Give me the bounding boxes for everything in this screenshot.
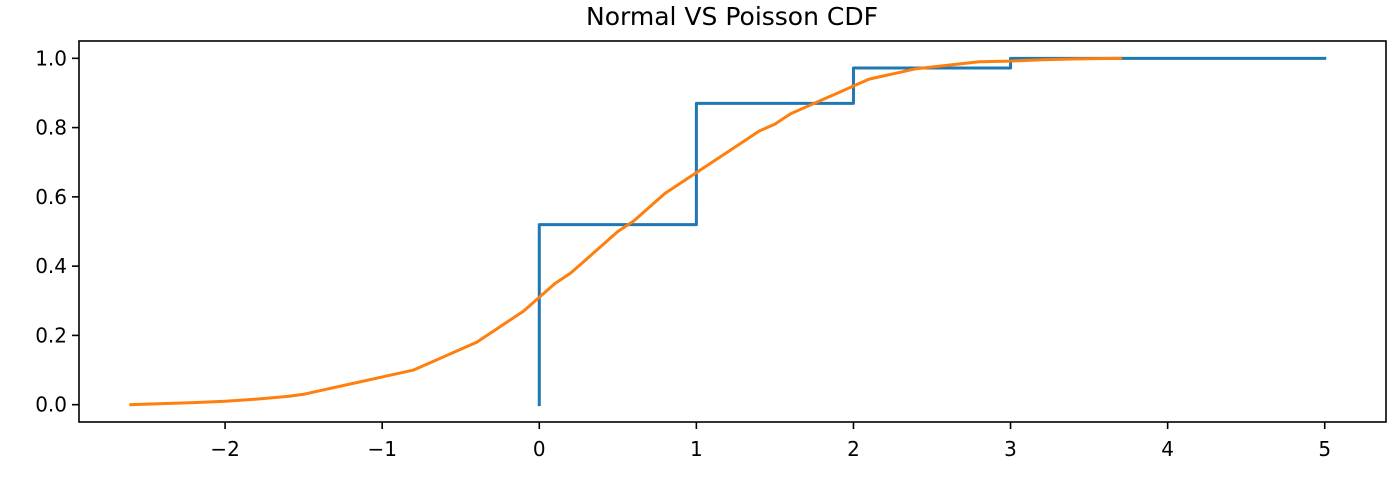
x-tick-label: 1 bbox=[690, 437, 703, 461]
x-tick-label: 5 bbox=[1318, 437, 1331, 461]
y-tick-label: 0.4 bbox=[35, 254, 67, 278]
plot-frame bbox=[78, 40, 1387, 423]
poisson-cdf-line bbox=[537, 56, 1327, 407]
x-tick-label: 3 bbox=[1004, 437, 1017, 461]
x-tick-label: 0 bbox=[533, 437, 546, 461]
x-tick-label: 2 bbox=[847, 437, 860, 461]
normal-cdf-line bbox=[129, 56, 1123, 407]
x-axis: −2 −1 0 1 2 3 4 5 bbox=[210, 422, 1331, 461]
x-tick-label: −2 bbox=[210, 437, 239, 461]
series-layer bbox=[129, 56, 1327, 407]
y-tick-label: 1.0 bbox=[35, 46, 67, 70]
y-tick-label: 0.8 bbox=[35, 116, 67, 140]
y-tick-label: 0.2 bbox=[35, 323, 67, 347]
y-tick-label: 0.6 bbox=[35, 185, 67, 209]
y-axis: 0.0 0.2 0.4 0.6 0.8 1.0 bbox=[35, 46, 79, 417]
x-tick-label: 4 bbox=[1161, 437, 1174, 461]
y-tick-label: 0.0 bbox=[35, 393, 67, 417]
x-tick-label: −1 bbox=[367, 437, 396, 461]
chart-title: Normal VS Poisson CDF bbox=[586, 2, 878, 31]
